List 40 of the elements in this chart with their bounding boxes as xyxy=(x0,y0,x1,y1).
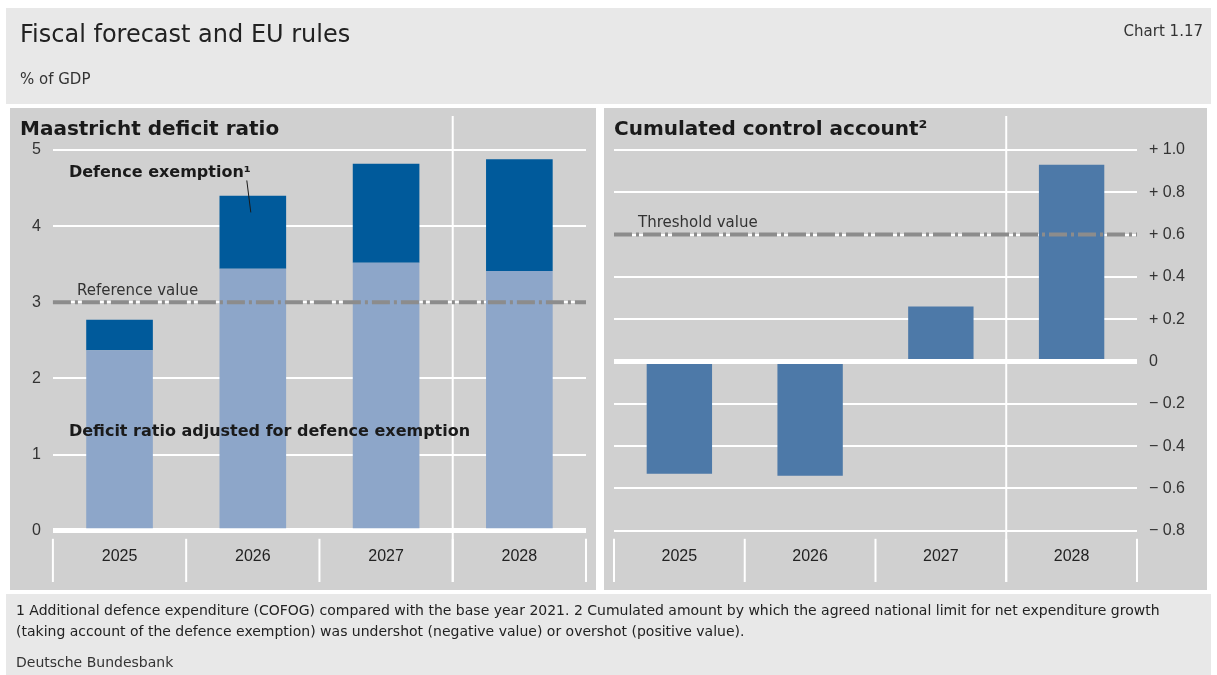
text: Fiscal forecast and EU rules xyxy=(20,20,351,48)
y-tick-label: 0 xyxy=(31,521,41,539)
y-tick-label: + 1.0 xyxy=(1148,140,1186,158)
y-tick-label: + 0.4 xyxy=(1148,267,1186,285)
y-tick-label: − 0.4 xyxy=(1148,436,1186,454)
x-tick-label: 2026 xyxy=(235,546,271,564)
x-tick-label: 2025 xyxy=(101,546,138,564)
y-tick-label: 3 xyxy=(31,292,41,310)
y-tick-label: 0 xyxy=(1148,351,1158,369)
x-tick-label: 2025 xyxy=(661,546,698,564)
ref-line-label: Threshold value xyxy=(637,213,758,232)
y-tick-label: + 0.6 xyxy=(1148,225,1186,243)
text: % of GDP xyxy=(20,70,91,88)
bar xyxy=(486,271,553,529)
caption: Chart 1.17 xyxy=(1123,22,1203,40)
y-tick-label: 1 xyxy=(31,445,41,463)
series-label: Deficit ratio adjusted for defence exemption xyxy=(68,420,471,440)
y-tick-label: + 0.2 xyxy=(1148,309,1186,327)
bar xyxy=(352,163,420,263)
chart-title: Cumulated control account² xyxy=(614,116,928,141)
chart-title: Maastricht deficit ratio xyxy=(20,116,280,141)
y-tick-label: 5 xyxy=(31,140,41,158)
y-tick-label: + 0.8 xyxy=(1148,182,1186,200)
bar xyxy=(86,319,153,351)
x-tick-label: 2027 xyxy=(923,546,959,564)
text: Deutsche Bundesbank xyxy=(16,654,174,670)
ref-line-label: Reference value xyxy=(76,280,199,299)
bar xyxy=(486,159,553,272)
y-tick-label: − 0.2 xyxy=(1148,394,1186,412)
y-tick-label: 2 xyxy=(31,368,41,386)
y-tick-label: − 0.8 xyxy=(1148,521,1186,539)
x-tick-label: 2028 xyxy=(501,546,538,564)
y-tick-label: − 0.6 xyxy=(1148,478,1186,496)
y-tick-label: 4 xyxy=(31,216,41,234)
x-tick-label: 2028 xyxy=(1053,546,1090,564)
x-tick-label: 2026 xyxy=(792,546,829,564)
x-tick-label: 2027 xyxy=(368,546,404,564)
series-label: Defence exemption¹ xyxy=(68,162,251,181)
text: 1 Additional defence expenditure (COFOG) compared with the base year 2021. 2 Cumulated amount by which the agreed national limit for net expenditure growth (taking account of the defence exemption) was undershot (negative value) or overshot (positive value). xyxy=(16,601,1161,641)
bar xyxy=(219,195,287,269)
